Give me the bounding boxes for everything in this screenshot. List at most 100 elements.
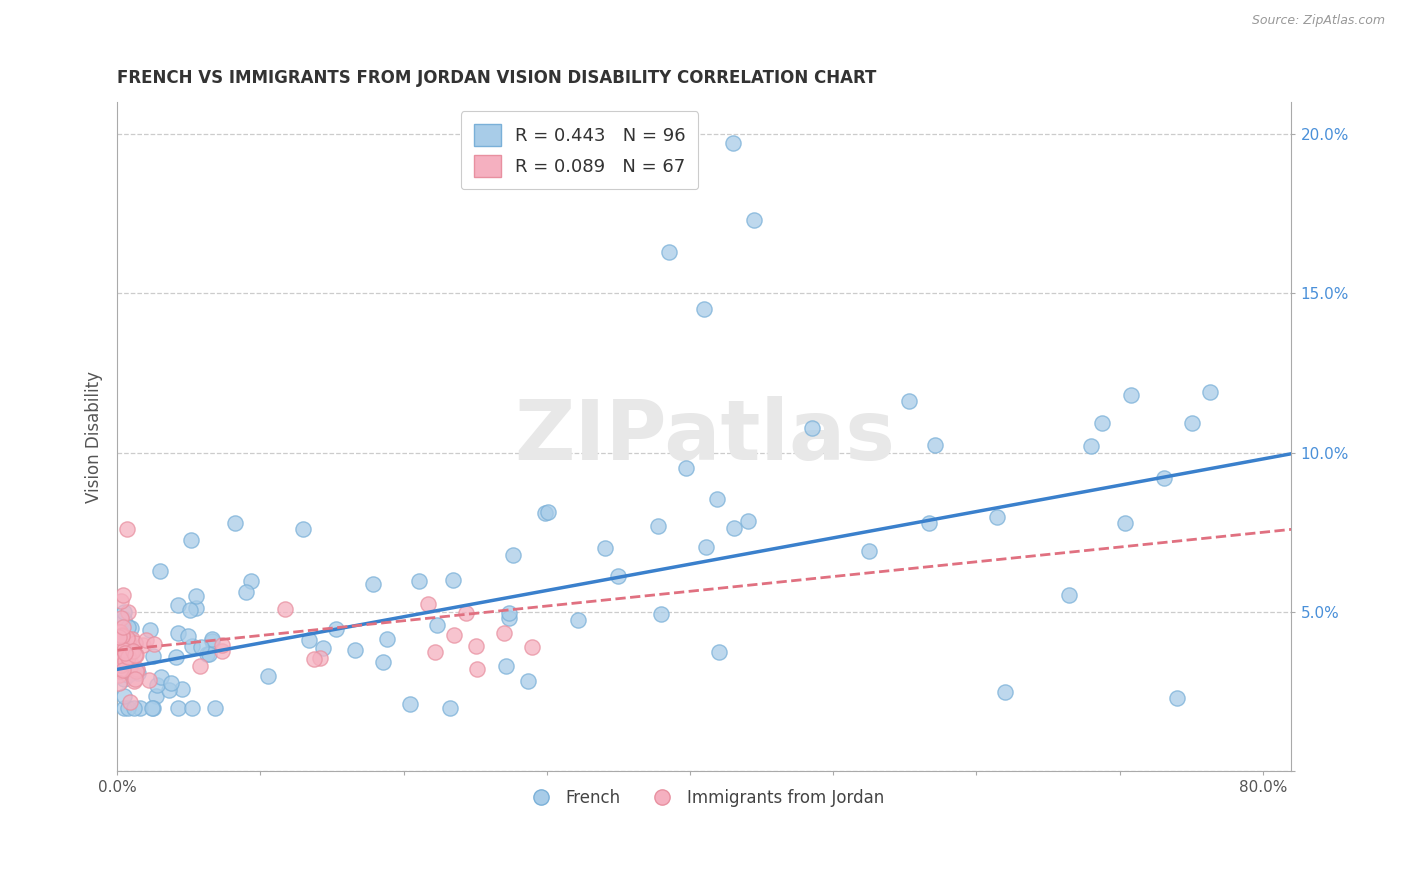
Text: FRENCH VS IMMIGRANTS FROM JORDAN VISION DISABILITY CORRELATION CHART: FRENCH VS IMMIGRANTS FROM JORDAN VISION …: [117, 69, 876, 87]
Point: [924, 437, 946, 451]
Point: [167, 626, 190, 640]
Point: [744, 213, 766, 227]
Point: [121, 644, 143, 658]
Point: [498, 611, 520, 625]
Point: [706, 492, 728, 507]
Point: [224, 516, 246, 530]
Y-axis label: Vision Disability: Vision Disability: [86, 371, 103, 503]
Point: [141, 700, 163, 714]
Point: [516, 674, 538, 689]
Point: [111, 629, 134, 643]
Point: [111, 620, 134, 634]
Point: [118, 695, 141, 709]
Point: [107, 648, 129, 662]
Point: [139, 623, 162, 637]
Point: [142, 700, 165, 714]
Point: [737, 514, 759, 528]
Point: [112, 612, 135, 626]
Point: [111, 648, 134, 663]
Point: [325, 622, 347, 636]
Point: [112, 700, 135, 714]
Point: [107, 633, 129, 648]
Point: [1166, 691, 1188, 706]
Point: [167, 599, 190, 613]
Point: [204, 700, 226, 714]
Point: [917, 516, 939, 530]
Point: [108, 664, 131, 678]
Point: [107, 676, 129, 690]
Point: [110, 611, 132, 625]
Point: [1080, 439, 1102, 453]
Point: [110, 594, 132, 608]
Point: [117, 668, 139, 682]
Point: [114, 654, 136, 668]
Point: [647, 519, 669, 533]
Point: [177, 629, 200, 643]
Point: [117, 700, 139, 714]
Point: [114, 646, 136, 660]
Point: [1153, 470, 1175, 484]
Point: [170, 682, 193, 697]
Point: [201, 633, 224, 648]
Point: [567, 613, 589, 627]
Point: [127, 666, 149, 681]
Point: [115, 631, 138, 645]
Point: [117, 632, 139, 647]
Point: [108, 652, 131, 666]
Point: [343, 642, 366, 657]
Point: [201, 632, 224, 646]
Point: [118, 660, 141, 674]
Point: [142, 648, 165, 663]
Point: [108, 625, 131, 640]
Point: [108, 667, 131, 681]
Point: [195, 648, 218, 662]
Point: [166, 700, 188, 714]
Point: [111, 628, 134, 642]
Point: [190, 640, 212, 655]
Point: [593, 541, 616, 556]
Point: [423, 645, 446, 659]
Point: [165, 649, 187, 664]
Point: [607, 568, 630, 582]
Point: [107, 631, 129, 645]
Point: [399, 697, 422, 711]
Point: [520, 640, 543, 655]
Point: [375, 632, 398, 647]
Point: [125, 662, 148, 676]
Text: Source: ZipAtlas.com: Source: ZipAtlas.com: [1251, 14, 1385, 28]
Point: [111, 639, 134, 653]
Point: [107, 625, 129, 640]
Point: [211, 644, 233, 658]
Point: [858, 544, 880, 558]
Point: [135, 632, 157, 647]
Point: [408, 574, 430, 588]
Point: [198, 647, 221, 661]
Point: [112, 643, 135, 657]
Point: [498, 606, 520, 620]
Point: [426, 617, 449, 632]
Point: [132, 638, 155, 652]
Point: [994, 684, 1017, 698]
Point: [184, 590, 207, 604]
Point: [107, 658, 129, 673]
Point: [1199, 385, 1222, 400]
Point: [121, 632, 143, 646]
Point: [292, 523, 315, 537]
Point: [181, 640, 204, 654]
Point: [675, 461, 697, 475]
Point: [492, 626, 515, 640]
Point: [124, 636, 146, 650]
Point: [112, 689, 135, 703]
Point: [454, 606, 477, 620]
Point: [1181, 416, 1204, 430]
Point: [117, 650, 139, 665]
Point: [112, 605, 135, 619]
Point: [441, 573, 464, 587]
Point: [120, 645, 142, 659]
Point: [180, 700, 202, 714]
Point: [534, 507, 557, 521]
Point: [124, 648, 146, 662]
Point: [110, 626, 132, 640]
Point: [110, 657, 132, 672]
Point: [149, 670, 172, 684]
